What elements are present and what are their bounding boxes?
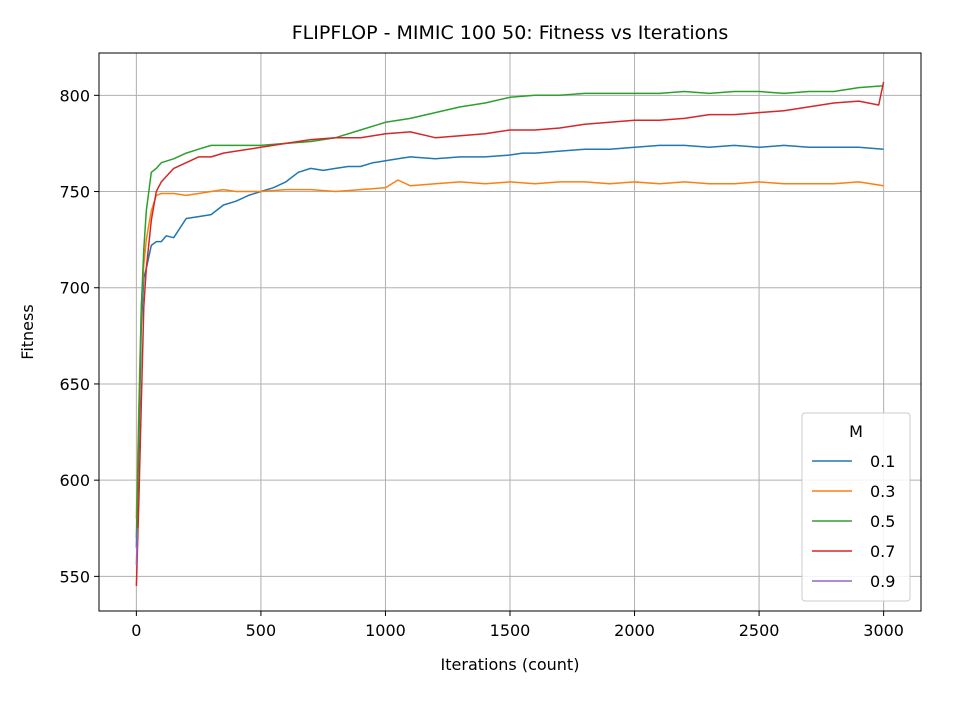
series-lines: [135, 81, 885, 587]
x-axis-label: Iterations (count): [441, 655, 580, 674]
x-tick-label: 500: [246, 621, 277, 640]
legend-box: [801, 412, 911, 602]
y-tick-label: 600: [59, 471, 90, 490]
series-line-0.7: [135, 81, 885, 587]
legend-items: 0.1 0.3 0.5 0.7 0.9: [812, 452, 895, 591]
y-tick-label: 750: [59, 183, 90, 202]
legend-label-0.1: 0.1: [870, 452, 895, 471]
legend-title: M: [849, 422, 863, 441]
chart-title: FLIPFLOP - MIMIC 100 50: Fitness vs Iter…: [292, 22, 729, 44]
series-line-0.3: [135, 179, 884, 519]
series-line-0.5: [135, 84, 884, 538]
legend-label-0.5: 0.5: [870, 512, 895, 531]
x-tick-label: 3000: [863, 621, 904, 640]
y-tick-label: 800: [59, 86, 90, 105]
x-tick-label: 0: [131, 621, 141, 640]
series-line-0.1: [135, 144, 884, 548]
axis-ticks: 0 500 1000 1500 2000 2500 3000 550 600 650 700 750 8…: [59, 86, 904, 640]
y-tick-label: 550: [59, 567, 90, 586]
legend-label-0.9: 0.9: [870, 572, 895, 591]
y-axis-label: Fitness: [18, 304, 37, 359]
x-tick-label: 2000: [614, 621, 655, 640]
x-tick-label: 1000: [365, 621, 406, 640]
x-tick-label: 2500: [739, 621, 780, 640]
legend: M 0.1 0.3 0.5 0.7 0.9: [801, 412, 911, 602]
x-tick-label: 1500: [490, 621, 531, 640]
y-tick-label: 650: [59, 375, 90, 394]
legend-label-0.3: 0.3: [870, 482, 895, 501]
y-tick-label: 700: [59, 279, 90, 298]
legend-label-0.7: 0.7: [870, 542, 895, 561]
series-line-0.9: [135, 528, 139, 565]
